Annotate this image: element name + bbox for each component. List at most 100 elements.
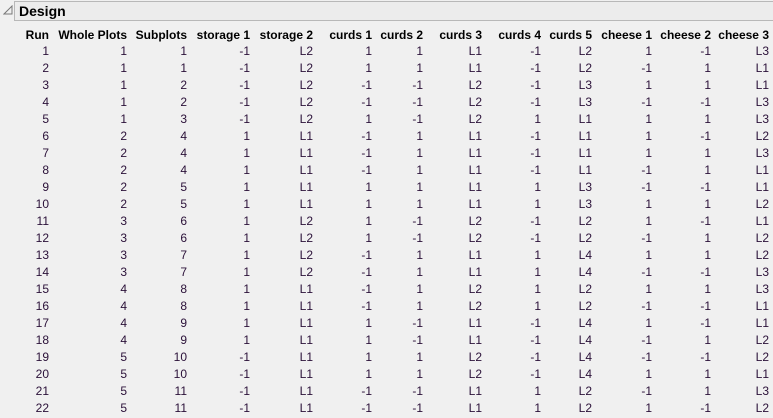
column-header[interactable]: curds 4 [498,27,541,42]
table-cell: L2 [299,214,313,228]
column-header[interactable]: Run [25,27,49,42]
outline-title-bar[interactable]: Design [14,1,773,21]
table-cell: L2 [468,78,482,92]
table-cell: 1 [365,61,372,75]
table-cell: L2 [755,333,769,347]
table-cell: 1 [645,367,652,381]
table-cell: -1 [700,44,711,58]
table-cell: 4 [120,316,127,330]
column-header[interactable]: curds 3 [439,27,482,42]
table-cell: 1 [120,61,127,75]
table-cell: 1 [365,350,372,364]
table-cell: 1 [704,248,711,262]
column-header[interactable]: curds 2 [380,27,423,42]
table-cell: L2 [299,95,313,109]
table-cell: 1 [243,265,250,279]
table-cell: 10 [35,197,49,211]
table-cell: 1 [534,299,541,313]
table-cell: -1 [239,44,250,58]
table-cell: 1 [120,95,127,109]
table-cell: -1 [530,95,541,109]
table-cell: L3 [578,95,592,109]
table-cell: L1 [578,146,592,160]
table-cell: 6 [180,214,187,228]
table-cell: 1 [704,163,711,177]
table-cell: -1 [641,299,652,313]
table-cell: L2 [755,231,769,245]
table-row: 14 3 7 1 L2 -1 1 L1 1 L4 -1 -1 L3 [0,264,769,281]
table-cell: 1 [243,180,250,194]
table-cell: -1 [641,231,652,245]
table-cell: L1 [299,146,313,160]
table-cell: L2 [468,214,482,228]
table-cell: -1 [530,333,541,347]
table-cell: L2 [299,61,313,75]
table-cell: 1 [180,44,187,58]
column-header[interactable]: cheese 3 [718,27,769,42]
table-cell: L2 [468,367,482,381]
table-cell: 1 [243,316,250,330]
table-cell: 9 [42,180,49,194]
table-cell: L3 [755,95,769,109]
table-row: 8 2 4 1 L1 -1 1 L1 -1 L1 -1 1 L1 [0,162,769,179]
table-cell: 3 [120,248,127,262]
table-cell: L1 [299,299,313,313]
table-cell: 1 [416,299,423,313]
table-cell: L4 [578,350,592,364]
table-cell: 1 [534,384,541,398]
table-cell: 1 [704,384,711,398]
table-cell: -1 [361,384,372,398]
table-row: 19 5 10 -1 L1 1 1 L2 -1 L4 -1 -1 L2 [0,349,769,366]
table-cell: 1 [243,231,250,245]
table-cell: 1 [534,282,541,296]
table-cell: 5 [42,112,49,126]
table-cell: 1 [416,282,423,296]
column-header[interactable]: curds 1 [329,27,372,42]
table-cell: 1 [243,248,250,262]
table-cell: -1 [530,44,541,58]
table-cell: -1 [700,299,711,313]
table-cell: 1 [704,282,711,296]
column-header[interactable]: cheese 1 [601,27,652,42]
table-cell: 1 [645,78,652,92]
table-cell: -1 [361,401,372,415]
table-cell: 19 [35,350,49,364]
table-cell: 1 [534,248,541,262]
column-header[interactable]: cheese 2 [660,27,711,42]
table-row: 12 3 6 1 L2 1 -1 L2 -1 L2 -1 1 L2 [0,230,769,247]
table-cell: L2 [299,248,313,262]
column-header[interactable]: curds 5 [549,27,592,42]
column-header[interactable]: Subplots [135,27,187,42]
table-cell: -1 [641,350,652,364]
table-cell: 1 [704,146,711,160]
table-cell: 1 [416,265,423,279]
table-cell: -1 [239,112,250,126]
table-row: 17 4 9 1 L1 1 -1 L1 -1 L4 1 -1 L1 [0,315,769,332]
table-cell: L3 [578,78,592,92]
table-cell: L1 [468,248,482,262]
table-cell: L2 [578,214,592,228]
column-header[interactable]: storage 1 [196,27,250,42]
table-cell: -1 [700,350,711,364]
table-cell: -1 [700,265,711,279]
column-header[interactable]: storage 2 [259,27,313,42]
column-header[interactable]: Whole Plots [58,27,127,42]
table-cell: -1 [641,95,652,109]
table-cell: L2 [578,282,592,296]
table-row: 2 1 1 -1 L2 1 1 L1 -1 L2 -1 1 L1 [0,60,769,77]
table-row: 10 2 5 1 L1 1 1 L1 1 L3 1 1 L2 [0,196,769,213]
table-cell: 6 [42,129,49,143]
table-cell: -1 [412,78,423,92]
table-cell: 1 [645,129,652,143]
table-cell: 5 [120,401,127,415]
outline-title: Design [19,3,66,19]
table-cell: -1 [700,214,711,228]
table-cell: 1 [645,282,652,296]
table-cell: 2 [120,197,127,211]
table-cell: L1 [299,316,313,330]
table-row: 13 3 7 1 L2 -1 1 L1 1 L4 1 1 L2 [0,247,769,264]
table-cell: L1 [468,316,482,330]
table-cell: L1 [299,401,313,415]
table-cell: 1 [704,231,711,245]
disclosure-triangle-icon[interactable] [3,5,13,15]
